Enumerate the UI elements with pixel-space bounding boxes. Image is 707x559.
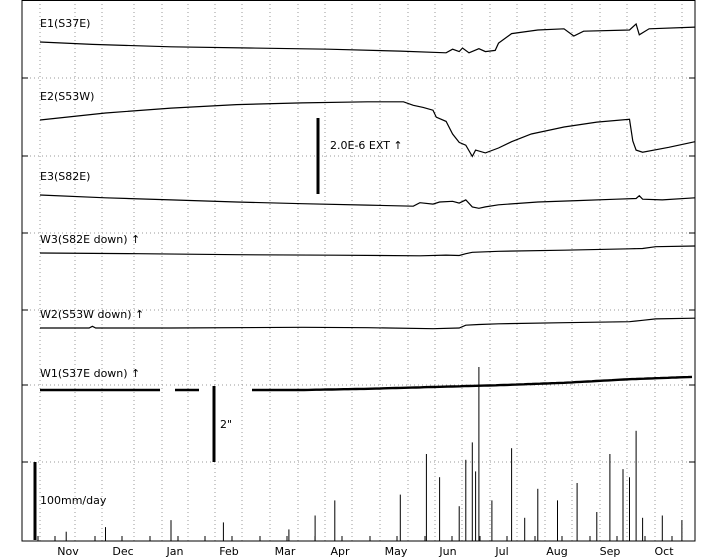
x-tick-label: Feb (219, 545, 238, 558)
x-tick-label: Apr (330, 545, 350, 558)
series-line-1 (40, 24, 695, 53)
x-tick-label: Nov (57, 545, 79, 558)
series-line-3 (40, 195, 695, 208)
x-tick-label: Aug (546, 545, 567, 558)
x-tick-labels: Nov Dec Jan Feb Mar Apr May Jun Jul Aug Sep Oct (57, 545, 674, 558)
rainfall-bars (66, 367, 695, 541)
series-label: E2(S53W) (40, 90, 94, 103)
tilt-scale-label: 2" (220, 418, 232, 431)
plot-border (22, 1, 695, 542)
chart-frame (22, 1, 695, 542)
series-label: E3(S82E) (40, 170, 90, 183)
series-label: W2(S53W down) ↑ (40, 308, 144, 321)
x-tick-label: Jan (166, 545, 184, 558)
series-line-w1 (252, 377, 692, 390)
series-label: E1(S37E) (40, 17, 90, 30)
strain-scale-label: 2.0E-6 EXT ↑ (330, 139, 403, 152)
x-tick-label: Jul (494, 545, 508, 558)
x-tick-label: May (385, 545, 408, 558)
x-tick-label: Oct (654, 545, 674, 558)
x-tick-label: Mar (275, 545, 296, 558)
series-layer (40, 24, 695, 390)
chart-grid (22, 0, 695, 541)
x-tick-label: Sep (600, 545, 621, 558)
rain-scale-label: 100mm/day (40, 494, 107, 507)
series-label: W1(S37E down) ↑ (40, 367, 140, 380)
series-line-4 (40, 246, 695, 256)
series-label: W3(S82E down) ↑ (40, 233, 140, 246)
x-tick-label: Jun (438, 545, 456, 558)
x-tick-label: Dec (112, 545, 133, 558)
